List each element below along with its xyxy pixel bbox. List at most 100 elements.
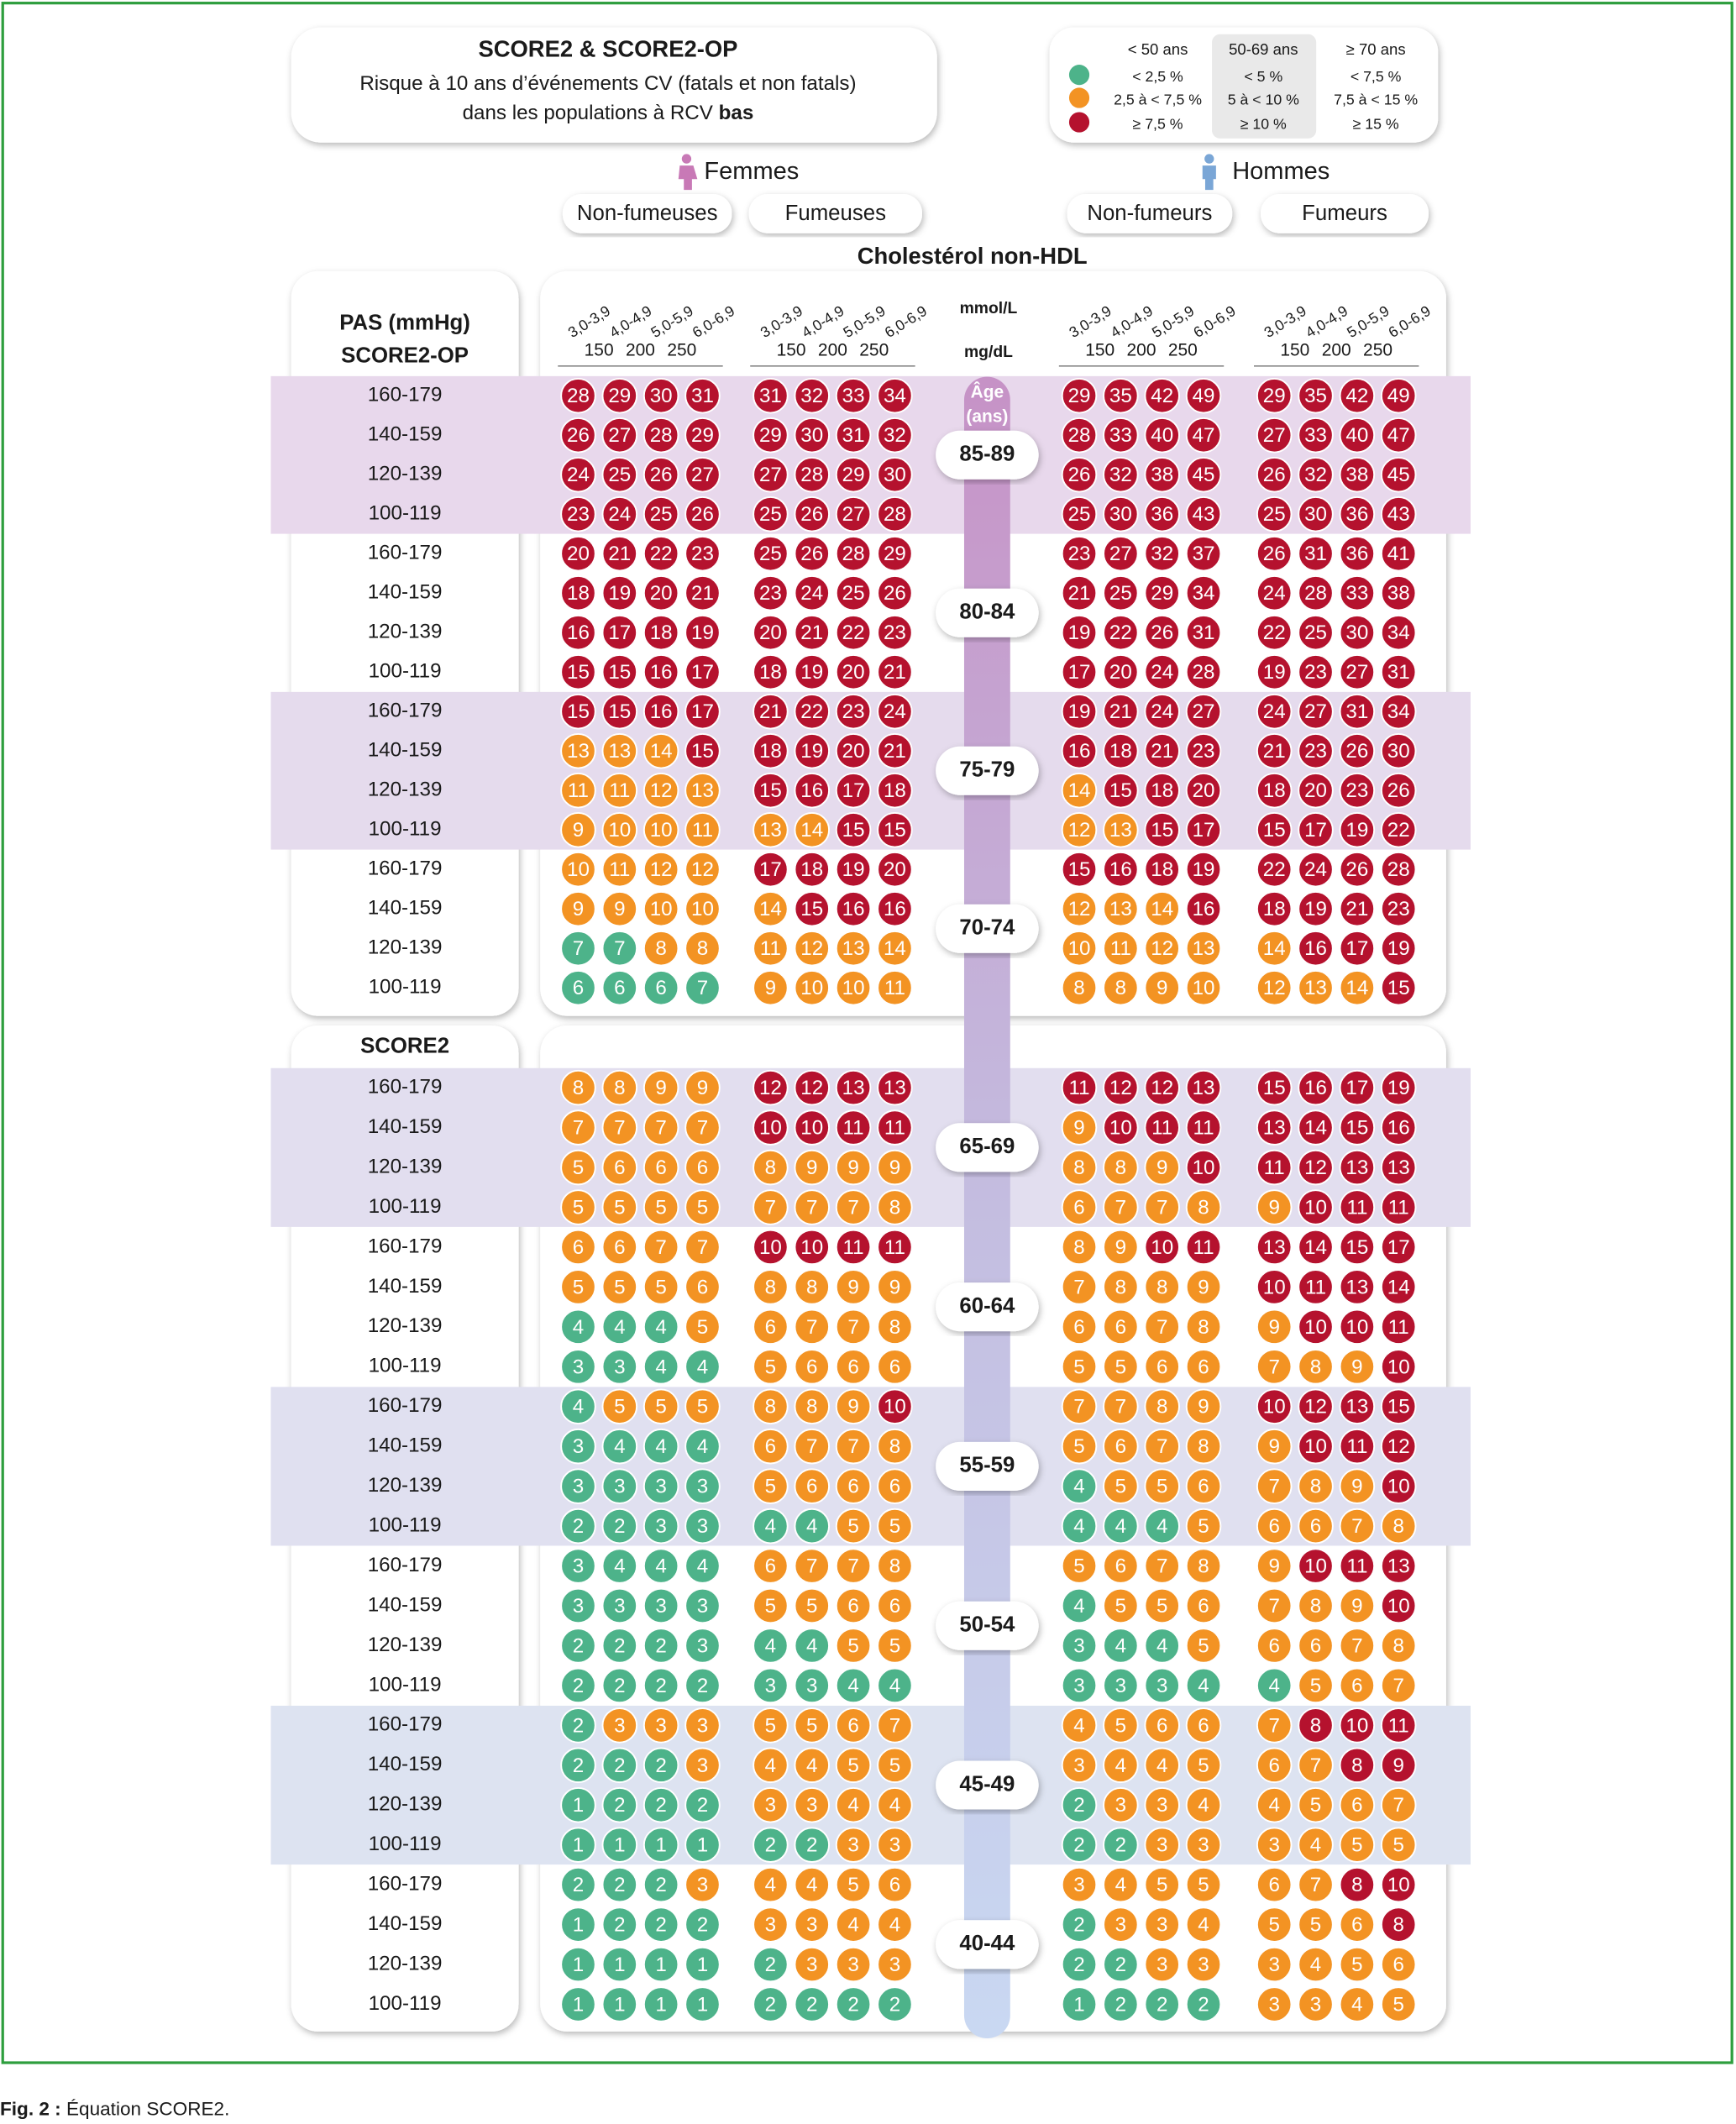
risk-dot bbox=[1144, 653, 1180, 690]
risk-value: 6 bbox=[1156, 1714, 1167, 1737]
risk-dot bbox=[1103, 614, 1139, 651]
risk-value: 5 bbox=[614, 1276, 625, 1298]
risk-dot bbox=[560, 1149, 596, 1186]
sbp-label: 100-119 bbox=[369, 1355, 442, 1377]
risk-value: 42 bbox=[1345, 385, 1368, 407]
risk-value: 8 bbox=[1115, 1276, 1126, 1298]
risk-value: 7 bbox=[1392, 1794, 1403, 1817]
risk-dot bbox=[1144, 1069, 1180, 1106]
risk-value: 3 bbox=[655, 1714, 666, 1737]
risk-dot bbox=[877, 1269, 913, 1305]
risk-value: 8 bbox=[1392, 1515, 1403, 1538]
risk-value: 5 bbox=[1392, 1834, 1403, 1857]
risk-dot bbox=[835, 969, 872, 1006]
risk-value: 18 bbox=[1109, 740, 1132, 763]
risk-value: 19 bbox=[1345, 819, 1368, 842]
risk-dot bbox=[1061, 1508, 1098, 1544]
risk-value: 20 bbox=[884, 858, 906, 881]
risk-dot bbox=[1339, 1349, 1376, 1385]
risk-value: 21 bbox=[884, 740, 906, 763]
risk-dot bbox=[642, 1508, 679, 1544]
sbp-label: 160-179 bbox=[368, 1554, 443, 1576]
risk-dot bbox=[1144, 574, 1180, 611]
risk-value: 2 bbox=[806, 1994, 817, 2016]
risk-value: 12 bbox=[800, 1077, 823, 1099]
risk-value: 19 bbox=[1068, 621, 1091, 644]
risk-value: 2 bbox=[889, 1994, 900, 2016]
risk-value: 45 bbox=[1387, 464, 1410, 486]
risk-value: 5 bbox=[655, 1196, 666, 1219]
risk-dot bbox=[877, 930, 913, 967]
risk-dot bbox=[601, 1827, 638, 1863]
risk-value: 23 bbox=[884, 621, 906, 644]
risk-value: 6 bbox=[1351, 1914, 1362, 1937]
risk-value: 16 bbox=[1068, 740, 1091, 763]
risk-value: 1 bbox=[1073, 1994, 1084, 2016]
risk-dot bbox=[1256, 1548, 1293, 1584]
risk-dot bbox=[684, 1587, 721, 1624]
risk-dot bbox=[877, 456, 913, 493]
risk-dot bbox=[1103, 1667, 1139, 1704]
risk-dot bbox=[753, 1827, 789, 1863]
risk-value: 3 bbox=[1115, 1675, 1126, 1697]
age-pill bbox=[936, 904, 1039, 953]
risk-dot bbox=[1185, 1428, 1222, 1465]
risk-value: 4 bbox=[889, 1914, 900, 1937]
legend-label: 7,5 à < 15 % bbox=[1334, 91, 1418, 108]
risk-value: 8 bbox=[1310, 1595, 1321, 1618]
risk-value: 5 bbox=[655, 1276, 666, 1298]
risk-value: 29 bbox=[1151, 582, 1173, 605]
risk-value: 1 bbox=[573, 1954, 584, 1976]
risk-value: 4 bbox=[655, 1435, 666, 1458]
risk-dot bbox=[1185, 1189, 1222, 1225]
risk-value: 8 bbox=[889, 1196, 900, 1219]
risk-value: 26 bbox=[691, 503, 714, 526]
risk-dot bbox=[1103, 1308, 1139, 1345]
risk-value: 10 bbox=[800, 977, 823, 999]
risk-dot bbox=[877, 1548, 913, 1584]
risk-dot bbox=[794, 1109, 831, 1146]
risk-dot bbox=[794, 496, 831, 532]
frame bbox=[1, 2, 1733, 2064]
risk-value: 4 bbox=[1115, 1634, 1126, 1657]
risk-value: 12 bbox=[650, 779, 673, 802]
risk-dot bbox=[1298, 732, 1334, 769]
risk-value: 6 bbox=[806, 1356, 817, 1378]
mgdl-label: 200 bbox=[626, 341, 655, 360]
risk-value: 24 bbox=[1263, 582, 1286, 605]
risk-dot bbox=[601, 1269, 638, 1305]
risk-dot bbox=[1103, 1269, 1139, 1305]
risk-value: 21 bbox=[608, 543, 631, 565]
risk-dot bbox=[1144, 535, 1180, 572]
risk-value: 26 bbox=[1263, 543, 1286, 565]
risk-value: 7 bbox=[1268, 1356, 1279, 1378]
risk-dot bbox=[794, 1468, 831, 1504]
risk-dot bbox=[560, 1508, 596, 1544]
risk-dot bbox=[642, 851, 679, 888]
risk-value: 23 bbox=[691, 543, 714, 565]
risk-value: 35 bbox=[1109, 385, 1132, 407]
risk-value: 22 bbox=[1387, 819, 1410, 842]
risk-value: 7 bbox=[614, 937, 625, 960]
risk-dot bbox=[1061, 890, 1098, 927]
risk-dot bbox=[794, 1548, 831, 1584]
age-label: 50-54 bbox=[959, 1613, 1015, 1637]
legend-swatch bbox=[1068, 65, 1090, 86]
risk-dot bbox=[560, 732, 596, 769]
risk-dot bbox=[1103, 574, 1139, 611]
risk-dot bbox=[1380, 1149, 1417, 1186]
risk-value: 3 bbox=[697, 1634, 708, 1657]
risk-dot bbox=[684, 535, 721, 572]
risk-dot bbox=[1256, 1428, 1293, 1465]
risk-dot bbox=[684, 1508, 721, 1544]
risk-value: 4 bbox=[614, 1435, 625, 1458]
risk-value: 3 bbox=[1268, 1994, 1279, 2016]
risk-dot bbox=[1144, 930, 1180, 967]
risk-dot bbox=[877, 653, 913, 690]
risk-value: 7 bbox=[573, 937, 584, 960]
risk-value: 21 bbox=[1345, 898, 1368, 920]
legend-label: ≥ 15 % bbox=[1353, 115, 1399, 132]
risk-dot bbox=[642, 1269, 679, 1305]
risk-value: 8 bbox=[1198, 1196, 1209, 1219]
subtitle: Risque à 10 ans d’événements CV (fatals … bbox=[359, 72, 856, 95]
